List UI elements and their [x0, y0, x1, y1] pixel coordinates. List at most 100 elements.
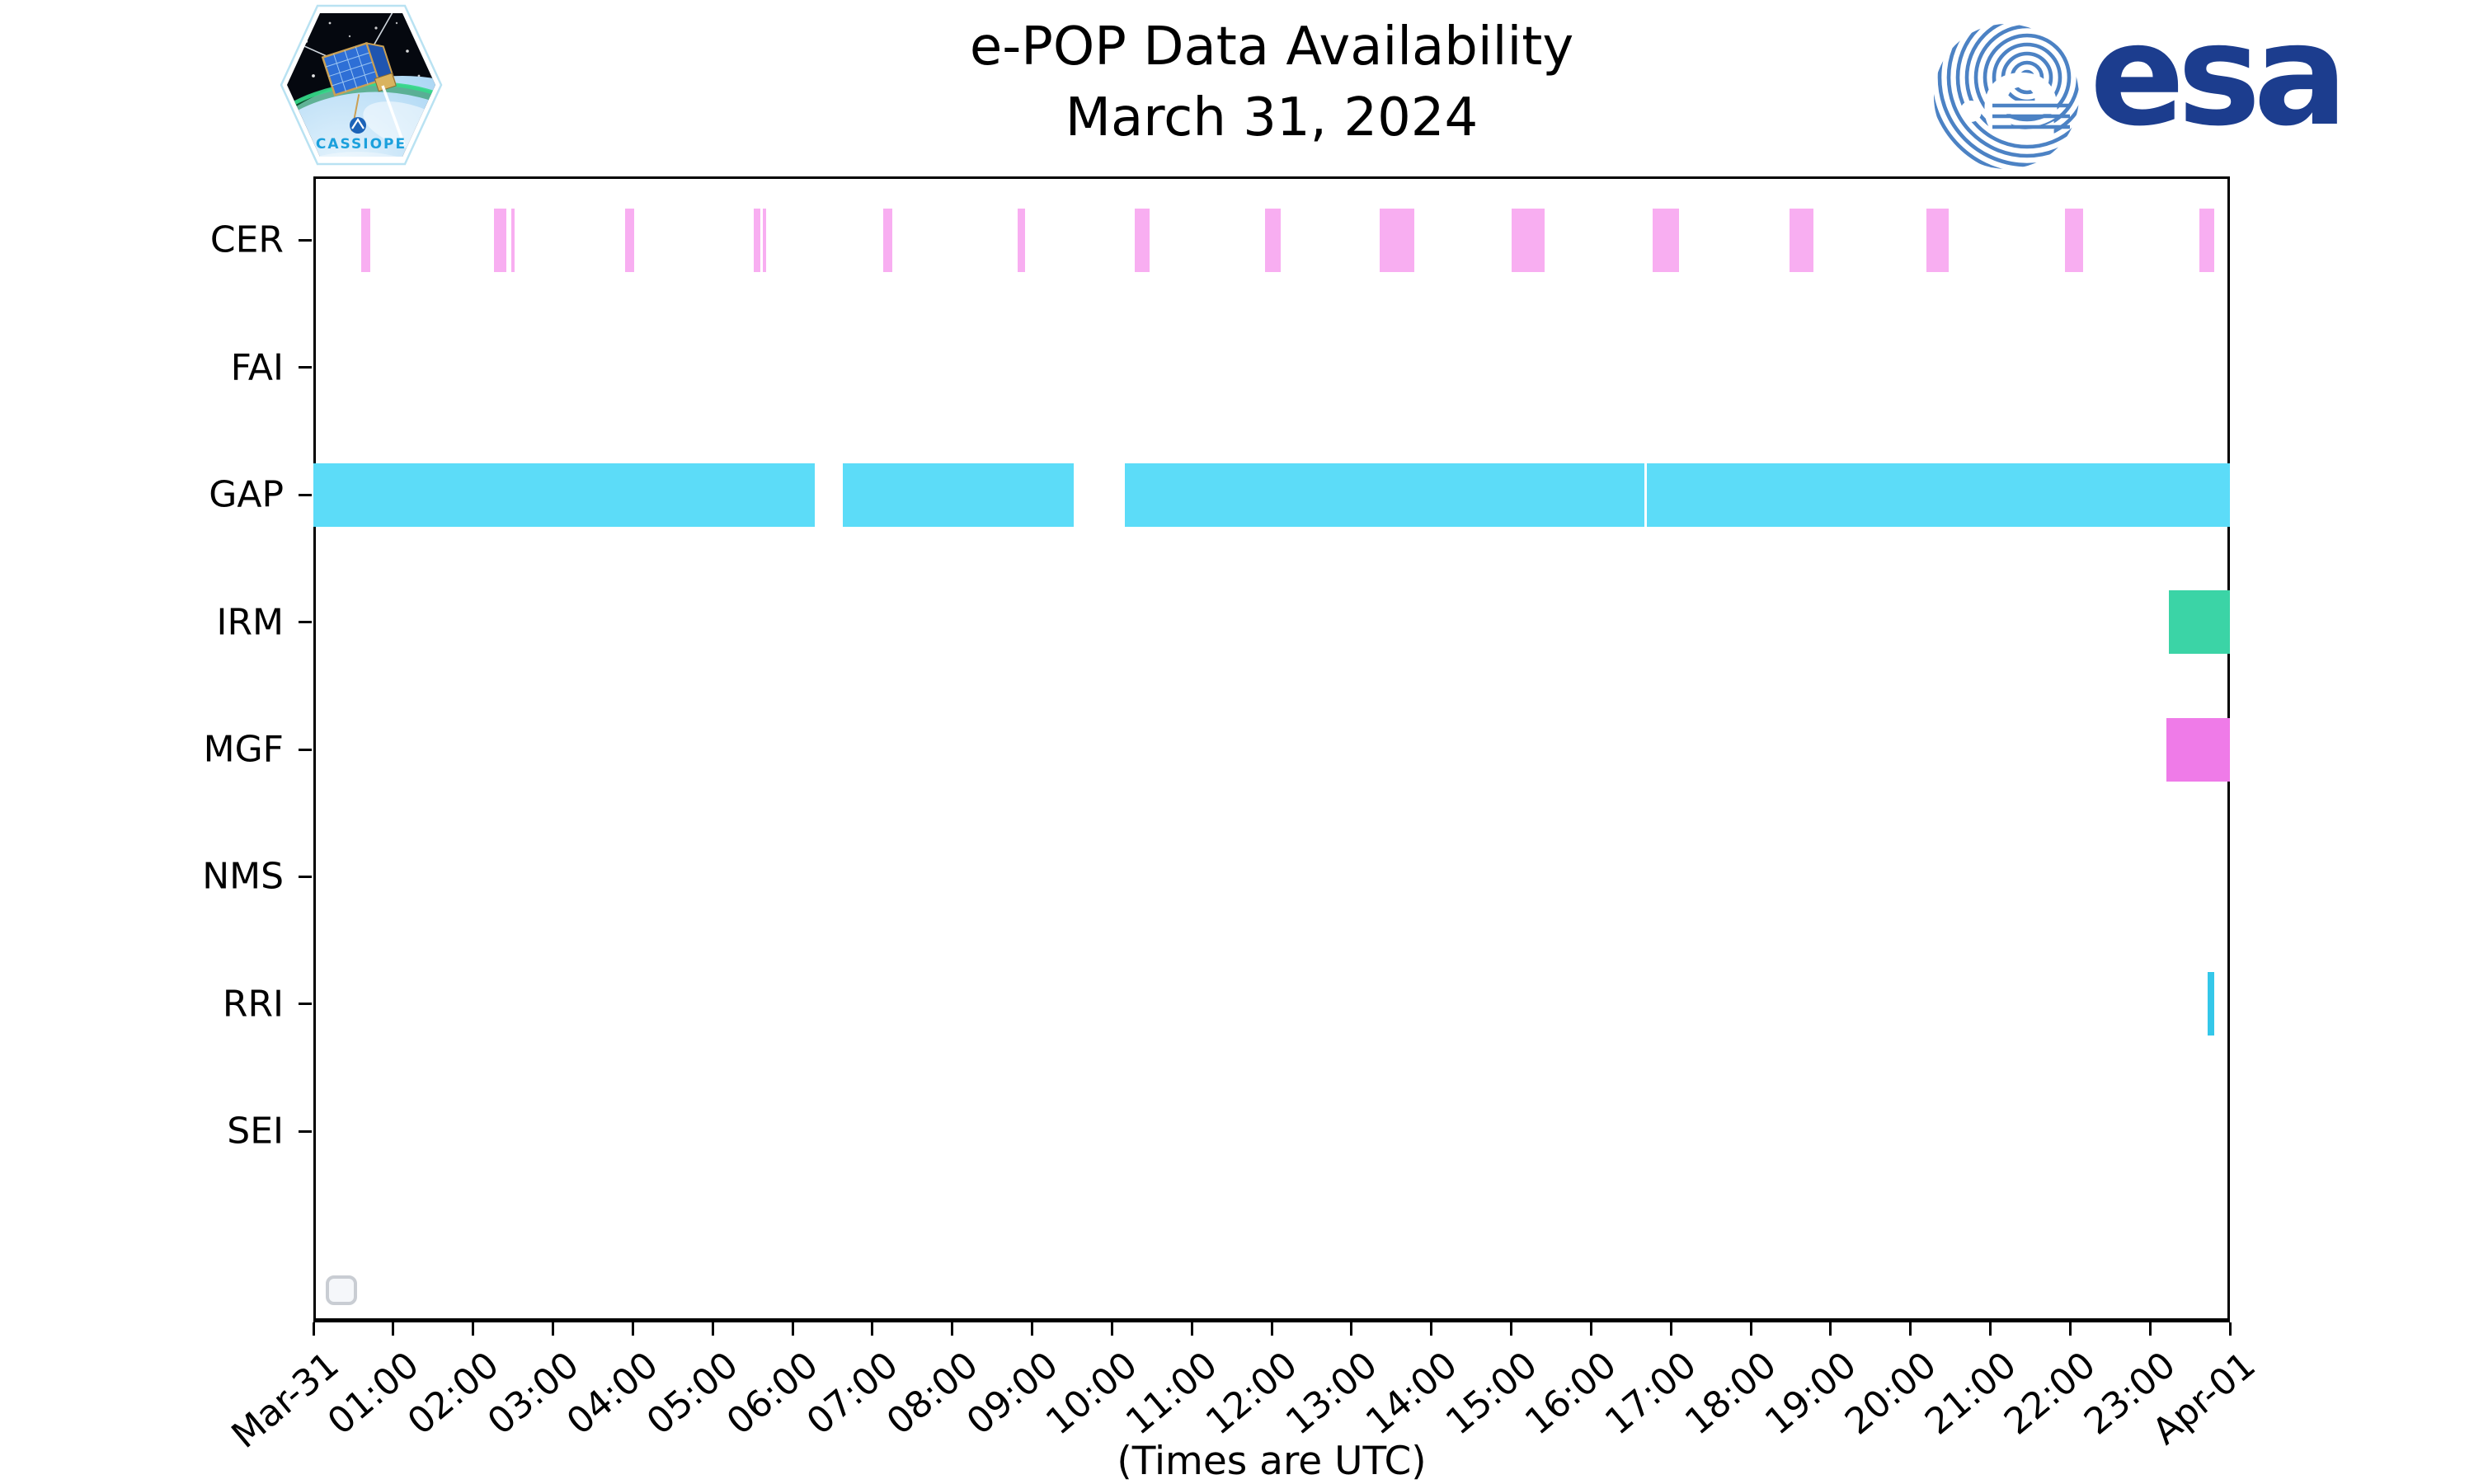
x-tick [1190, 1322, 1193, 1336]
x-tick [1270, 1322, 1273, 1336]
y-axis-label-cer: CER [209, 218, 284, 261]
y-tick-rri [299, 1003, 312, 1006]
y-axis-label-gap: GAP [209, 473, 284, 516]
x-tick-label: 09:00 [958, 1344, 1066, 1444]
y-axis-label-sei: SEI [227, 1110, 284, 1153]
gap-availability-bar [1647, 463, 2230, 527]
y-tick-irm [299, 621, 312, 624]
cer-availability-bar [624, 208, 634, 272]
x-tick [1110, 1322, 1113, 1336]
y-axis-label-fai: FAI [230, 346, 284, 389]
cer-availability-bar [494, 208, 506, 272]
x-tick-label: 17:00 [1597, 1344, 1705, 1444]
x-tick [1909, 1322, 1912, 1336]
x-tick-label: 12:00 [1197, 1344, 1305, 1444]
y-tick-nms [299, 875, 312, 878]
esa-globe-icon: e [1934, 24, 2079, 171]
cer-availability-bar [1926, 208, 1950, 272]
x-tick [472, 1322, 475, 1336]
plot-area [313, 176, 2230, 1322]
x-tick [791, 1322, 794, 1336]
gap-availability-bar [1125, 463, 1644, 527]
x-tick [1669, 1322, 1672, 1336]
chart-subtitle-date: March 31, 2024 [1065, 87, 1479, 148]
x-tick-label: 18:00 [1677, 1344, 1785, 1444]
cer-availability-bar [1264, 208, 1282, 272]
legend-placeholder-box [326, 1275, 357, 1305]
y-tick-mgf [299, 748, 312, 751]
x-tick [1430, 1322, 1433, 1336]
cer-availability-bar [1017, 208, 1026, 272]
x-tick-label: 19:00 [1757, 1344, 1865, 1444]
x-tick-label: 22:00 [1997, 1344, 2105, 1444]
cer-availability-bar [763, 208, 766, 272]
x-tick [871, 1322, 874, 1336]
x-tick-label: 01:00 [319, 1344, 427, 1444]
x-tick-label: 21:00 [1917, 1344, 2025, 1444]
x-tick-label: 10:00 [1038, 1344, 1146, 1444]
gap-availability-bar [843, 463, 1074, 527]
esa-logo: e esa [1928, 0, 2348, 177]
beam [381, 85, 406, 146]
x-tick [631, 1322, 634, 1336]
svg-text:e: e [1979, 28, 2063, 171]
cassiope-wordmark: CASSIOPE [316, 136, 407, 153]
cer-availability-bar [1789, 208, 1813, 272]
cassiope-badge-icon: CASSIOPE [280, 4, 443, 166]
cer-availability-bar [1511, 208, 1545, 272]
cer-availability-bar [1652, 208, 1679, 272]
x-tick-label: 15:00 [1437, 1344, 1545, 1444]
y-tick-sei [299, 1129, 312, 1133]
x-tick [1829, 1322, 1832, 1336]
y-tick-gap [299, 493, 312, 496]
x-tick-label: 16:00 [1517, 1344, 1625, 1444]
y-axis-label-rri: RRI [222, 983, 284, 1026]
rri-availability-bar [2207, 972, 2214, 1036]
esa-wordmark: esa [2090, 0, 2348, 157]
x-tick [1749, 1322, 1752, 1336]
x-tick [1510, 1322, 1512, 1336]
cer-availability-bar [1134, 208, 1150, 272]
y-axis-label-mgf: MGF [203, 728, 284, 771]
cer-availability-bar [1379, 208, 1414, 272]
y-axis-label-irm: IRM [216, 601, 284, 644]
x-tick-label: 03:00 [479, 1344, 587, 1444]
y-tick-cer [299, 238, 312, 242]
x-axis-caption: (Times are UTC) [1117, 1439, 1427, 1484]
x-tick [711, 1322, 714, 1336]
x-tick [2068, 1322, 2072, 1336]
x-tick [1031, 1322, 1033, 1336]
x-tick-label: 05:00 [639, 1344, 746, 1444]
x-tick-label: 06:00 [718, 1344, 826, 1444]
x-tick [2148, 1322, 2152, 1336]
chart-title: e-POP Data Availability [969, 16, 1574, 77]
y-tick-fai [299, 366, 312, 369]
x-tick [1589, 1322, 1592, 1336]
esa-globe-dot [1960, 101, 1982, 122]
x-tick-label: 02:00 [399, 1344, 507, 1444]
x-tick-label: 08:00 [878, 1344, 986, 1444]
x-tick [951, 1322, 954, 1336]
cer-availability-bar [361, 208, 371, 272]
x-tick [392, 1322, 395, 1336]
cer-availability-bar [511, 208, 515, 272]
y-axis-label-nms: NMS [202, 855, 284, 898]
irm-availability-bar [2168, 590, 2230, 655]
x-tick-label: 20:00 [1837, 1344, 1945, 1444]
csa-logo-icon [350, 117, 366, 134]
x-tick-label: 14:00 [1357, 1344, 1465, 1444]
cer-availability-bar [2064, 208, 2084, 272]
x-tick [312, 1322, 315, 1336]
x-tick-label: 13:00 [1277, 1344, 1385, 1444]
mgf-availability-bar [2166, 717, 2230, 782]
x-tick-label: 07:00 [798, 1344, 906, 1444]
cassiope-mission-badge: CASSIOPE [279, 3, 444, 167]
cer-availability-bar [2199, 208, 2214, 272]
cer-availability-bar [754, 208, 761, 272]
x-tick-label: 04:00 [559, 1344, 667, 1444]
gap-availability-bar [313, 463, 816, 527]
cer-availability-bar [882, 208, 893, 272]
chart-title-block: e-POP Data Availability March 31, 2024 [313, 12, 2230, 153]
x-tick [1989, 1322, 1992, 1336]
